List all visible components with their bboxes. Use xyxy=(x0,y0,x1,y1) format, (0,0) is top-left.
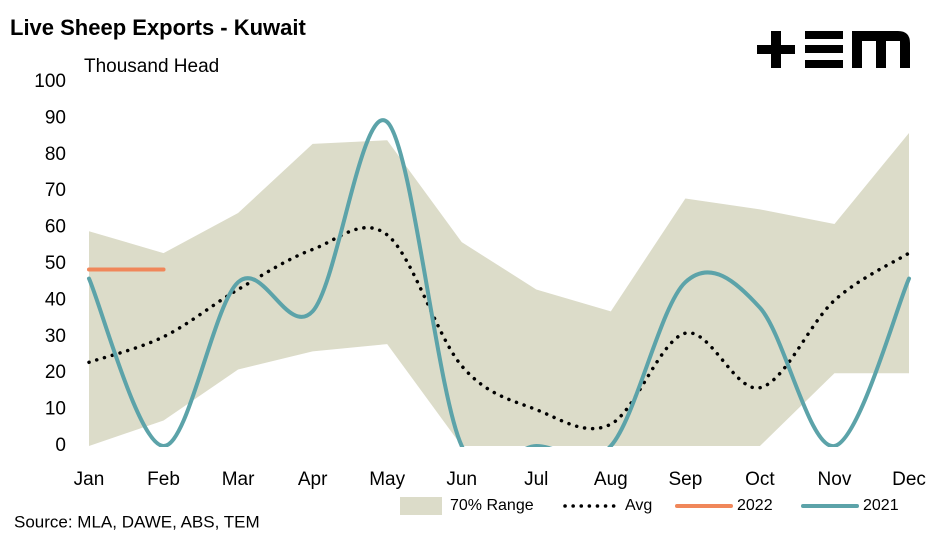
y-tick-label: 60 xyxy=(45,217,66,238)
plot-area xyxy=(87,118,911,447)
line-3 xyxy=(87,118,911,447)
y-tick-label: 40 xyxy=(45,289,66,310)
legend-label: 2021 xyxy=(863,497,899,514)
y-tick-label: 80 xyxy=(45,144,66,165)
legend-swatch xyxy=(400,497,442,515)
x-tick-label: Jan xyxy=(74,469,105,490)
y-tick-label: 10 xyxy=(45,399,66,420)
x-tick-label: Jun xyxy=(446,469,477,490)
source: Source: MLA, DAWE, ABS, TEM xyxy=(14,512,260,531)
x-tick-label: Oct xyxy=(745,469,775,490)
x-tick-label: Sep xyxy=(668,469,702,490)
y-tick-label: 0 xyxy=(55,435,66,456)
legend-label: 2022 xyxy=(737,497,773,514)
x-tick-label: Apr xyxy=(298,469,328,490)
y-tick-label: 70 xyxy=(45,180,66,201)
y-tick-label: 100 xyxy=(34,71,66,92)
y-tick-label: 90 xyxy=(45,107,66,128)
y-axis-label: Thousand Head xyxy=(84,56,219,77)
range-area xyxy=(89,132,909,446)
logo xyxy=(757,31,910,68)
legend-label: 70% Range xyxy=(450,497,534,514)
x-tick-label: Dec xyxy=(892,469,926,490)
x-tick-label: Aug xyxy=(594,469,628,490)
legend-label: Avg xyxy=(625,497,652,514)
x-tick-label: Jul xyxy=(524,469,548,490)
x-tick-label: Nov xyxy=(818,469,852,490)
y-tick-label: 20 xyxy=(45,362,66,383)
y-tick-label: 50 xyxy=(45,253,66,274)
x-tick-label: Feb xyxy=(147,469,180,490)
chart-title: Live Sheep Exports - Kuwait xyxy=(10,15,307,40)
x-tick-label: Mar xyxy=(222,469,255,490)
y-tick-label: 30 xyxy=(45,326,66,347)
x-tick-label: May xyxy=(369,469,405,490)
